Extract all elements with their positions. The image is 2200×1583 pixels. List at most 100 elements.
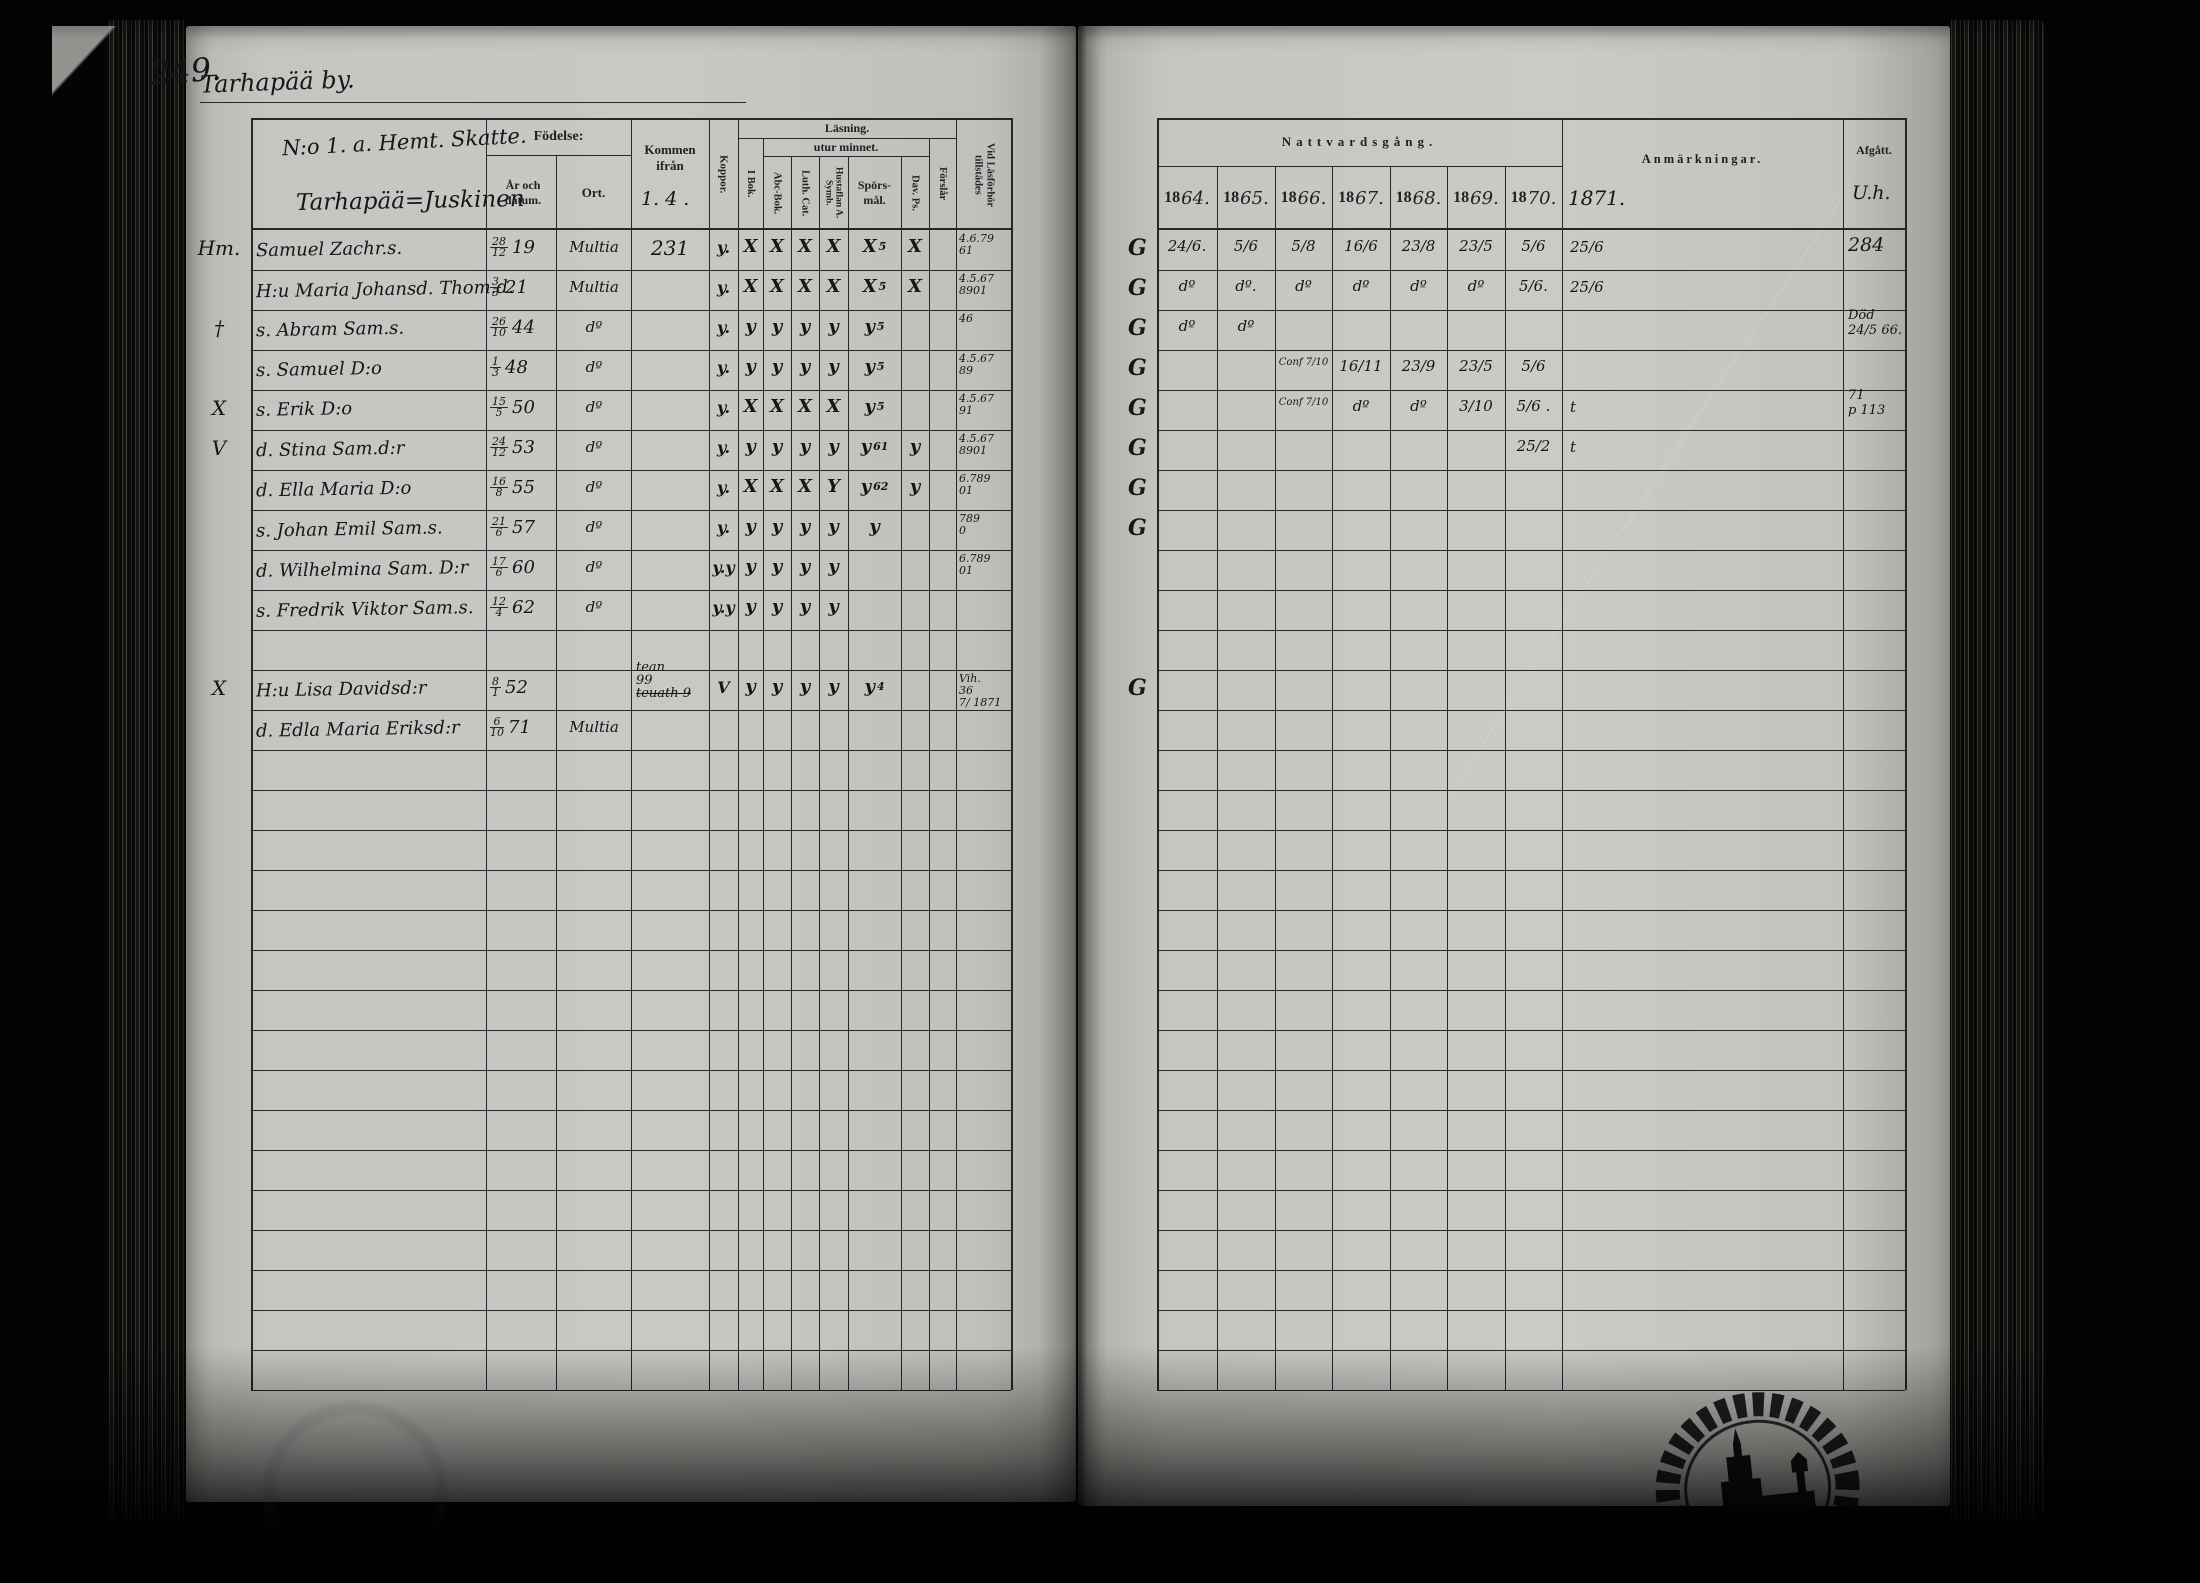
table-rule-horizontal [486, 155, 631, 156]
header-afgatt: Afgått. [1856, 142, 1892, 157]
birth-date: 8 1 52 [490, 676, 528, 698]
communion-g-mark: G [1128, 355, 1147, 381]
table-rule-vertical [929, 138, 930, 1390]
birth-place: dº [585, 358, 603, 376]
table-rule-vertical [1011, 118, 1013, 1390]
reading-mark: X [908, 276, 922, 297]
row-margin-mark: V [211, 436, 227, 460]
communion-date: 23/5 [1459, 357, 1493, 375]
birth-day-month: 17 6 [490, 555, 508, 579]
table-rule-horizontal [251, 1190, 1011, 1191]
birth-year: 53 [512, 437, 535, 458]
person-name: H:u Maria Johansd. Thom.d. [255, 276, 514, 303]
row-margin-mark: Hm. [197, 236, 241, 260]
koppor-mark: y.y [712, 558, 735, 577]
table-rule-vertical [956, 118, 957, 1390]
table-rule-horizontal [1157, 670, 1905, 671]
birth-place: dº [585, 478, 603, 496]
reading-mark: y [799, 516, 811, 537]
table-rule-horizontal [251, 1030, 1011, 1031]
village-name: Tarhapää by. [199, 65, 356, 99]
table-rule-horizontal [251, 910, 1011, 911]
vid-lasforhor-entry: 8901 [959, 284, 987, 297]
person-name: s. Fredrik Viktor Sam.s. [255, 597, 474, 622]
afgatt-entry: Död [1848, 308, 1875, 323]
reading-mark: X [826, 276, 841, 297]
birth-day-month: 21 6 [490, 515, 508, 539]
reading-mark: y [909, 476, 921, 497]
table-rule-horizontal [1157, 790, 1905, 791]
table-rule-horizontal [251, 790, 1011, 791]
koppor-mark: y. [716, 278, 731, 297]
birth-year: 52 [505, 677, 528, 698]
table-rule-horizontal [1157, 750, 1905, 751]
table-rule-vertical [631, 118, 632, 1390]
communion-date: dº. [1235, 277, 1257, 295]
communion-date: Conf 7/10 [1278, 357, 1329, 368]
table-rule-vertical [1562, 118, 1563, 1390]
reading-mark: X [743, 276, 758, 297]
communion-date: dº [1178, 277, 1196, 295]
communion-date: 24/6. [1167, 237, 1207, 255]
reading-mark: y [745, 676, 756, 697]
table-rule-horizontal [251, 510, 1011, 511]
reading-mark: y [828, 676, 839, 697]
book-page-edges-left [106, 20, 186, 1520]
birth-day-month: 6 10 [490, 715, 504, 739]
table-rule-horizontal [251, 350, 1011, 351]
koppor-mark: y. [716, 358, 731, 377]
birth-place: Multia [569, 238, 619, 256]
row-margin-mark: X [211, 676, 227, 700]
birth-place: dº [585, 598, 603, 616]
communion-year-header: 18 67. [1332, 172, 1390, 224]
table-rule-horizontal [251, 750, 1011, 751]
header-vid-lasforhor: Vid Läsförhör tillstädes [972, 142, 996, 208]
communion-date: 25/2 [1516, 437, 1551, 455]
table-rule-horizontal [1157, 830, 1905, 831]
reading-mark: y [799, 316, 811, 337]
koppor-mark: V [717, 678, 730, 697]
communion-date: 23/9 [1401, 357, 1436, 375]
communion-g-mark: G [1128, 675, 1147, 701]
table-rule-horizontal [251, 470, 1011, 471]
birth-day-month: 28 12 [490, 235, 508, 259]
table-rule-horizontal [1157, 710, 1905, 711]
table-rule-horizontal [251, 990, 1011, 991]
koppor-mark: y. [716, 238, 731, 257]
vid-lasforhor-entry: 01 [959, 484, 973, 497]
person-name: d. Ella Maria D:o [255, 477, 412, 502]
year-script-digits: 66. [1297, 187, 1327, 209]
table-rule-vertical [848, 156, 849, 1390]
person-name: H:u Lisa Davidsd:r [255, 677, 427, 702]
header-forslar: Förslår [937, 167, 948, 201]
reading-mark: y [771, 556, 783, 577]
photo-scratch [1623, 179, 1854, 533]
table-rule-vertical [1843, 118, 1844, 1390]
koppor-mark: y. [716, 478, 731, 497]
birth-date: 16 8 55 [490, 475, 535, 499]
communion-date: dº [1178, 317, 1196, 335]
table-rule-vertical [901, 156, 902, 1390]
sporsmal-grade-sup: 5 [878, 240, 887, 253]
table-rule-horizontal [251, 1230, 1011, 1231]
header-lasning: Läsning. [824, 120, 870, 135]
table-rule-vertical [791, 156, 792, 1390]
year-script-digits: 67. [1355, 187, 1384, 209]
vid-lasforhor-entry: 0 [959, 524, 966, 537]
person-name: s. Erik D:o [255, 398, 353, 421]
header-nattvardsgang: Nattvardsgång. [1281, 134, 1438, 149]
reading-mark: y [771, 516, 783, 537]
reading-mark: y [771, 436, 783, 457]
reading-mark: y [799, 356, 811, 377]
person-name: d. Stina Sam.d:r [255, 437, 405, 462]
birth-date: 1 3 48 [490, 356, 528, 378]
header-abc-bok: Abc-Bok. [771, 171, 783, 215]
communion-date: 5/6. [1519, 277, 1548, 295]
birth-day-month: 16 8 [490, 475, 508, 499]
birth-place: dº [585, 398, 603, 416]
table-rule-vertical [709, 118, 710, 1390]
communion-g-mark: G [1128, 475, 1147, 501]
communion-year-header: 18 66. [1275, 172, 1332, 224]
table-rule-horizontal [251, 1270, 1011, 1271]
